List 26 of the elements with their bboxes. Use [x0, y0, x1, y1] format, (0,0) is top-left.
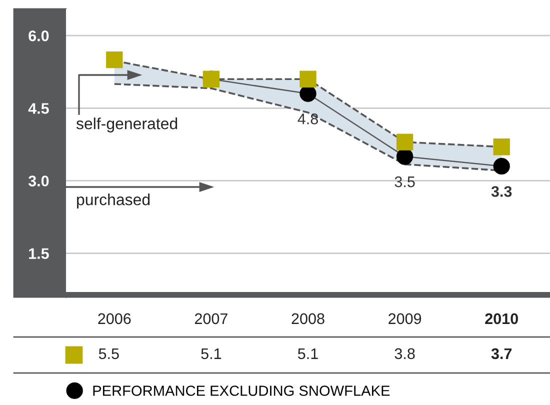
x-tick-label: 2010	[485, 313, 518, 324]
data-label: 5.1	[298, 348, 318, 360]
data-label: 3.3	[491, 186, 512, 197]
legend-label: PERFORMANCE EXCLUDING SNOWFLAKE	[93, 386, 390, 396]
y-tick-label: 1.5	[29, 248, 49, 259]
point	[300, 70, 316, 88]
point	[493, 158, 510, 175]
y-tick-label: 4.5	[28, 103, 49, 114]
data-label: 5.1	[201, 348, 222, 360]
point	[106, 51, 123, 68]
y-tick-label: 3.0	[28, 176, 49, 186]
annotation: purchased	[77, 194, 150, 208]
data-label: 3.7	[491, 348, 512, 360]
data-label: 3.8	[394, 348, 415, 360]
point	[396, 134, 414, 150]
data-label: 4.8	[298, 114, 318, 124]
x-tick-label: 2007	[194, 313, 228, 324]
x-tick-label: 2009	[388, 313, 422, 324]
data-label: 5.5	[98, 348, 119, 360]
y-tick-label: 6.0	[28, 30, 49, 42]
annotation: self-generated	[76, 118, 178, 132]
x-tick-label: 2006	[98, 313, 131, 324]
x-tick-label: 2008	[292, 313, 324, 324]
point	[493, 138, 510, 156]
point	[396, 148, 414, 165]
data-label: 3.5	[394, 176, 415, 188]
